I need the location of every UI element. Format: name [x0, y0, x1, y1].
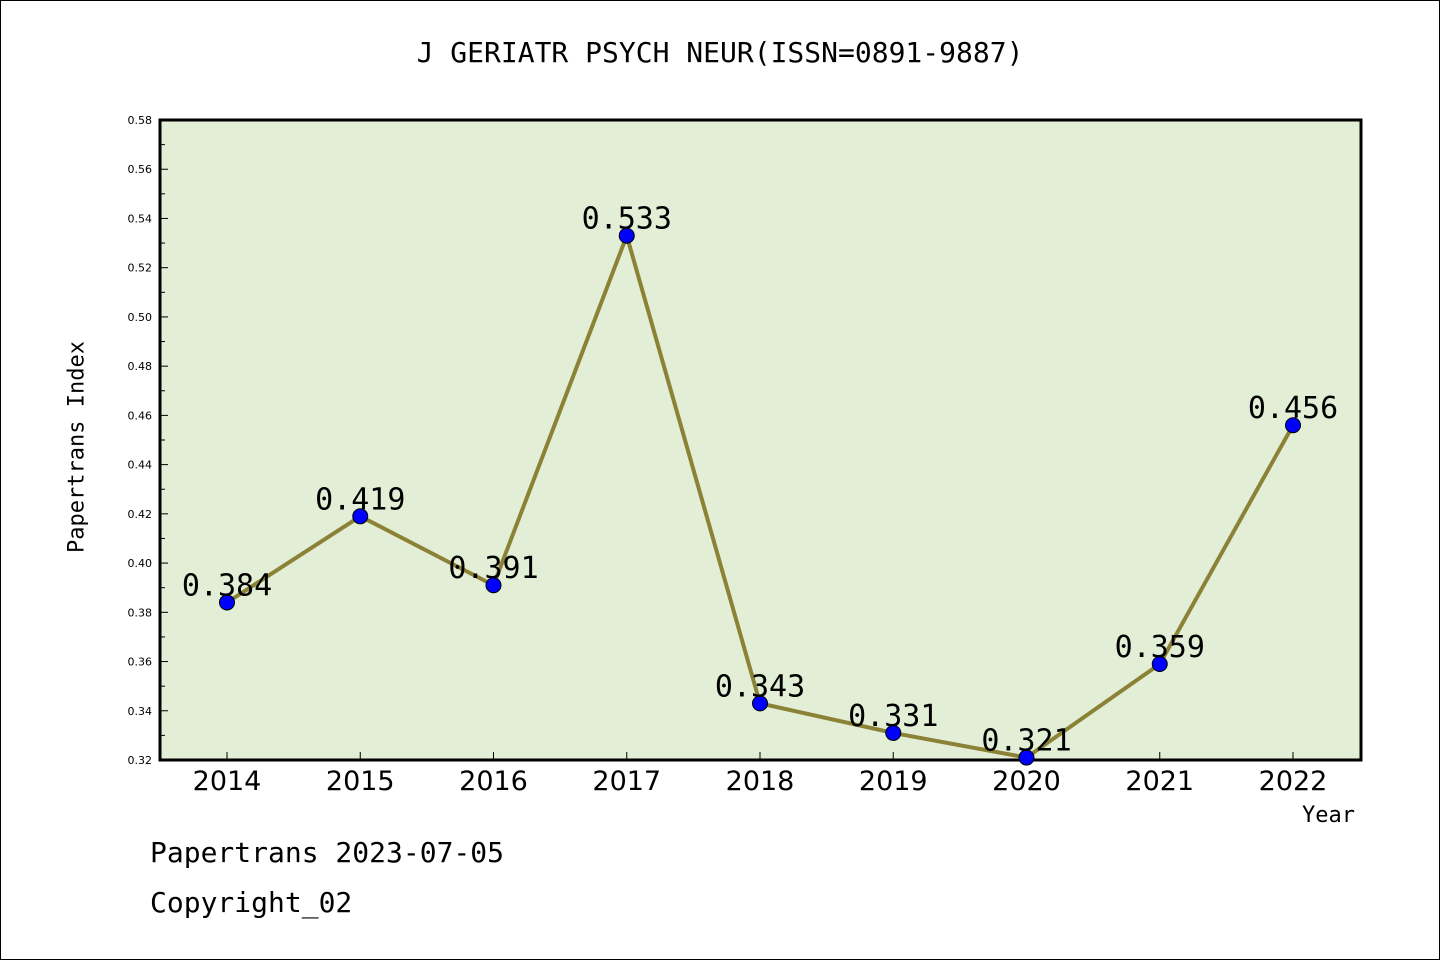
data-label: 0.331 — [848, 699, 938, 734]
x-tick-label: 2021 — [1125, 766, 1194, 797]
x-tick-label: 2016 — [459, 766, 528, 797]
data-label: 0.359 — [1115, 630, 1205, 665]
x-tick-label: 2019 — [859, 766, 928, 797]
data-point — [1285, 417, 1301, 434]
chart-title: J GERIATR PSYCH NEUR(ISSN=0891-9887) — [416, 36, 1024, 69]
data-point — [485, 577, 502, 594]
x-tick-label: 2020 — [992, 766, 1061, 797]
data-label: 0.321 — [981, 724, 1071, 759]
y-tick-label: 0.32 — [128, 754, 153, 767]
y-tick-label: 0.44 — [128, 459, 153, 472]
y-tick-label: 0.36 — [128, 656, 153, 669]
y-tick-label: 0.40 — [128, 557, 153, 570]
x-tick-label: 2014 — [193, 766, 262, 797]
x-tick-label: 2018 — [726, 766, 795, 797]
y-tick-label: 0.46 — [128, 409, 153, 422]
data-label: 0.391 — [448, 551, 538, 586]
x-axis-label: Year — [1302, 803, 1355, 828]
footer-date: Papertrans 2023-07-05 — [150, 836, 505, 869]
y-tick-label: 0.48 — [128, 360, 153, 373]
y-tick-label: 0.52 — [128, 262, 153, 275]
y-tick-label: 0.58 — [128, 114, 153, 127]
data-point — [1151, 656, 1168, 672]
data-point — [1018, 749, 1035, 766]
y-axis-label: Papertrans Index — [64, 341, 90, 553]
footer-copyright: Copyright_02 — [150, 886, 353, 919]
y-tick-label: 0.56 — [128, 163, 153, 176]
x-tick-label: 2017 — [592, 766, 661, 797]
data-point — [618, 227, 635, 244]
data-label: 0.533 — [582, 202, 672, 237]
data-label: 0.384 — [182, 568, 272, 603]
plot-border — [158, 118, 1363, 762]
y-tick-label: 0.42 — [128, 508, 153, 521]
data-point — [219, 594, 235, 611]
y-tick-label: 0.38 — [128, 606, 153, 619]
data-point — [752, 695, 768, 712]
x-tick-label: 2015 — [326, 766, 395, 797]
y-tick-label: 0.54 — [128, 212, 153, 225]
x-tick-label: 2022 — [1259, 766, 1328, 797]
y-tick-label: 0.34 — [128, 705, 153, 718]
y-tick-label: 0.50 — [128, 311, 153, 324]
data-label: 0.456 — [1248, 391, 1338, 426]
data-point — [352, 508, 369, 525]
data-point — [885, 724, 902, 741]
plot-area — [160, 120, 1361, 760]
data-label: 0.343 — [715, 669, 805, 704]
data-label: 0.419 — [315, 482, 405, 517]
